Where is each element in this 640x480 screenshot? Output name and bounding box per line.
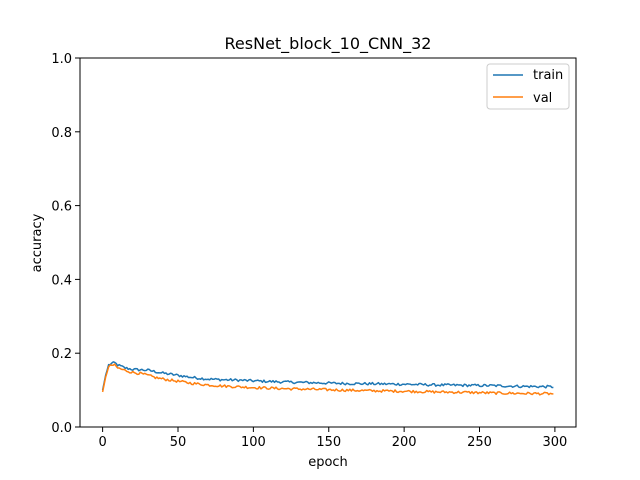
y-tick-label: 1.0 — [51, 52, 72, 67]
y-axis-label: accuracy — [30, 213, 45, 272]
x-tick-label: 150 — [316, 435, 341, 450]
x-tick-label: 0 — [98, 435, 106, 450]
y-tick-label: 0.8 — [51, 126, 72, 141]
x-axis: 0 50 100 150 200 250 300 — [98, 427, 567, 450]
axes-frame — [79, 57, 577, 428]
y-tick-label: 0.0 — [51, 421, 72, 436]
series-lines — [101, 361, 554, 396]
x-tick-label: 300 — [542, 435, 567, 450]
y-axis: 0.0 0.2 0.4 0.6 0.8 1.0 — [51, 52, 80, 436]
y-tick-label: 0.6 — [51, 200, 72, 215]
x-tick-label: 250 — [467, 435, 492, 450]
series-line-val — [101, 363, 554, 396]
legend-val-label: val — [533, 91, 552, 106]
x-tick-label: 200 — [392, 435, 417, 450]
x-tick-label: 100 — [241, 435, 266, 450]
plot-area — [79, 57, 577, 428]
legend-train-label: train — [533, 68, 563, 83]
legend: train val — [486, 63, 570, 110]
x-tick-label: 50 — [170, 435, 187, 450]
y-tick-label: 0.4 — [51, 273, 72, 288]
x-axis-label: epoch — [308, 455, 348, 470]
series-line-train — [101, 361, 554, 391]
y-tick-label: 0.2 — [51, 347, 72, 362]
chart-title: ResNet_block_10_CNN_32 — [225, 34, 432, 54]
